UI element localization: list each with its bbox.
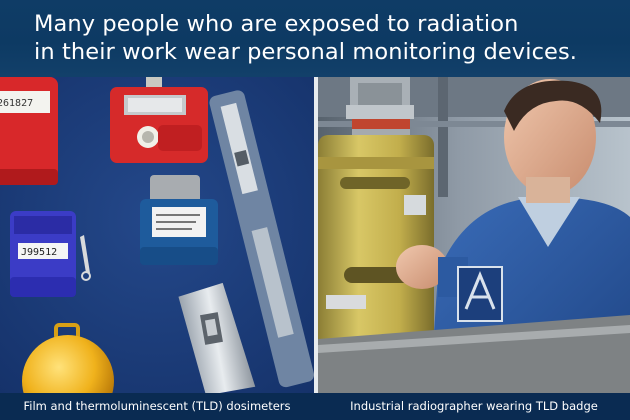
panel-divider — [314, 77, 318, 420]
red-badge-id: 261827 — [0, 98, 33, 109]
blue-tld-badge — [140, 175, 218, 265]
headline-line-1: Many people who are exposed to radiation — [34, 11, 519, 37]
red-clip-badge — [110, 77, 208, 163]
caption-dosimeters: Film and thermoluminescent (TLD) dosimet… — [23, 399, 291, 413]
headline: Many people who are exposed to radiation… — [34, 10, 614, 66]
radiographer-photo — [318, 77, 630, 393]
headline-line-2: in their work wear personal monitoring d… — [34, 39, 578, 65]
caption-radiographer: Industrial radiographer wearing TLD badg… — [350, 399, 598, 413]
caption-bar — [0, 393, 630, 420]
purple-tld-badge: J99512 — [10, 211, 91, 297]
yellow-ball-dosimeter — [22, 323, 114, 393]
strip-dosimeter — [209, 90, 314, 388]
dosimeters-photo: 261827 — [0, 77, 314, 393]
header-band — [0, 0, 630, 77]
radiographer-worker — [318, 79, 630, 393]
purple-badge-id: J99512 — [21, 247, 57, 258]
pen-dosimeter — [178, 282, 256, 393]
red-film-badge: 261827 — [0, 77, 58, 185]
